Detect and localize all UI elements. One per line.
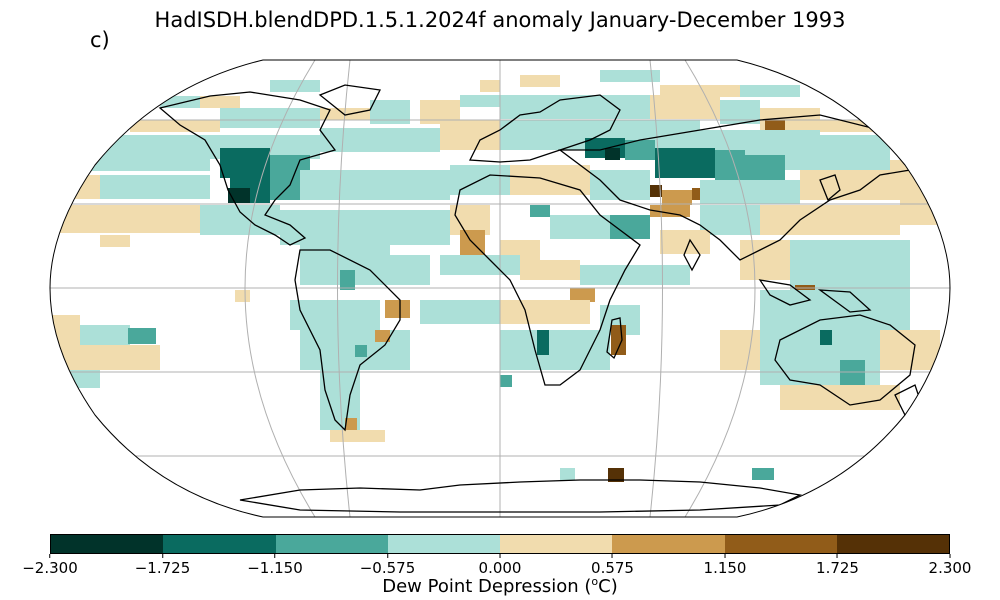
globe-outline: [49, 59, 951, 518]
colorbar-tick: −2.300: [22, 554, 78, 577]
colorbar-tick: 2.300: [928, 554, 972, 577]
colorbar-tick: −1.725: [134, 554, 191, 577]
colorbar-tick: −0.575: [359, 554, 416, 577]
colorbar: [50, 534, 950, 554]
colorbar-tick-label: 0.575: [591, 559, 634, 577]
colorbar-ticks: −2.300 −1.725 −1.150 −0.575 0.000 0.575 1.150 1…: [22, 554, 971, 584]
colorbar-tick: 1.150: [703, 554, 747, 577]
colorbar-label-degree: o: [591, 575, 599, 588]
graticule: [50, 60, 950, 517]
colorbar-label-prefix: Dew Point Depression (: [382, 576, 592, 597]
colorbar-tick-label: 0.000: [478, 559, 522, 577]
colorbar-segment: [51, 535, 164, 553]
colorbar-segment: [275, 535, 388, 553]
colorbar-segment: [500, 535, 613, 553]
colorbar-segment: [724, 535, 837, 553]
colorbar-tick-label: −1.725: [134, 559, 191, 577]
panel-label: c): [90, 28, 110, 52]
colorbar-segment: [836, 535, 949, 553]
colorbar-label-suffix: C): [598, 576, 618, 597]
colorbar-tick-label: −0.575: [359, 559, 416, 577]
colorbar-segment: [163, 535, 276, 553]
colorbar-tick: 0.575: [591, 554, 634, 577]
world-map: [49, 59, 951, 518]
colorbar-tick-label: 1.150: [703, 559, 747, 577]
colorbar-tick-label: −2.300: [22, 559, 78, 577]
map-title: HadISDH.blendDPD.1.5.1.2024f anomaly Jan…: [154, 8, 846, 32]
coastlines: [158, 84, 921, 513]
colorbar-tick: 0.000: [478, 554, 522, 577]
colorbar-label: Dew Point Depression (oC): [0, 575, 1000, 597]
colorbar-tick: 1.725: [816, 554, 859, 577]
colorbar-tick-label: −1.150: [247, 559, 303, 577]
colorbar-segment: [387, 535, 500, 553]
colorbar-tick-label: 2.300: [928, 559, 972, 577]
colorbar-tick: −1.150: [247, 554, 303, 577]
colorbar-segment: [612, 535, 725, 553]
anomaly-grid: [50, 70, 940, 482]
colorbar-tick-label: 1.725: [816, 559, 859, 577]
